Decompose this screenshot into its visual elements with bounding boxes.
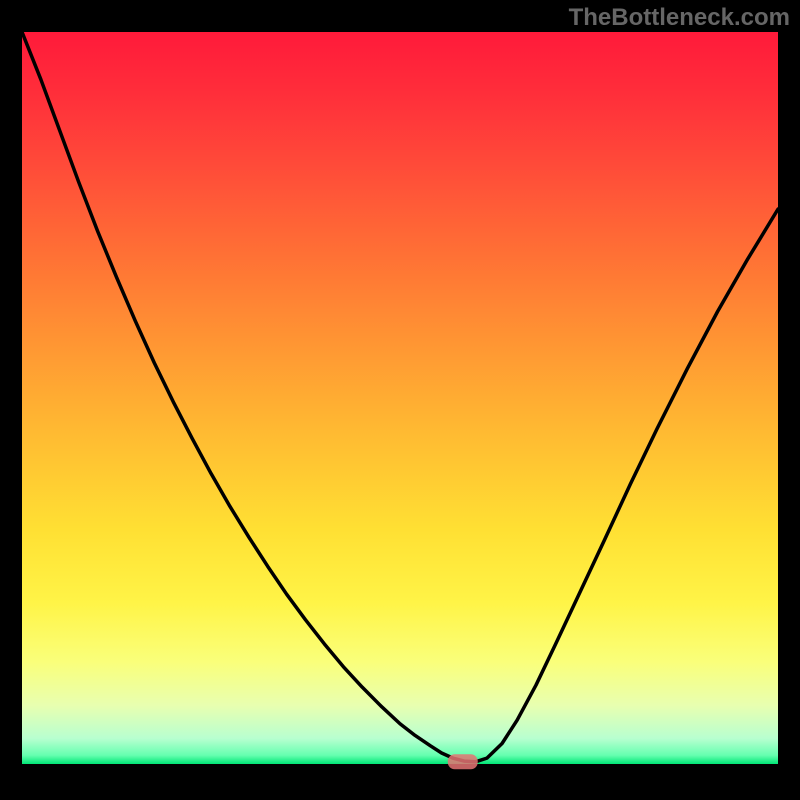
- valley-marker: [448, 754, 478, 769]
- chart-svg: [0, 0, 800, 800]
- chart-stage: TheBottleneck.com: [0, 0, 800, 800]
- plot-area: [22, 32, 778, 764]
